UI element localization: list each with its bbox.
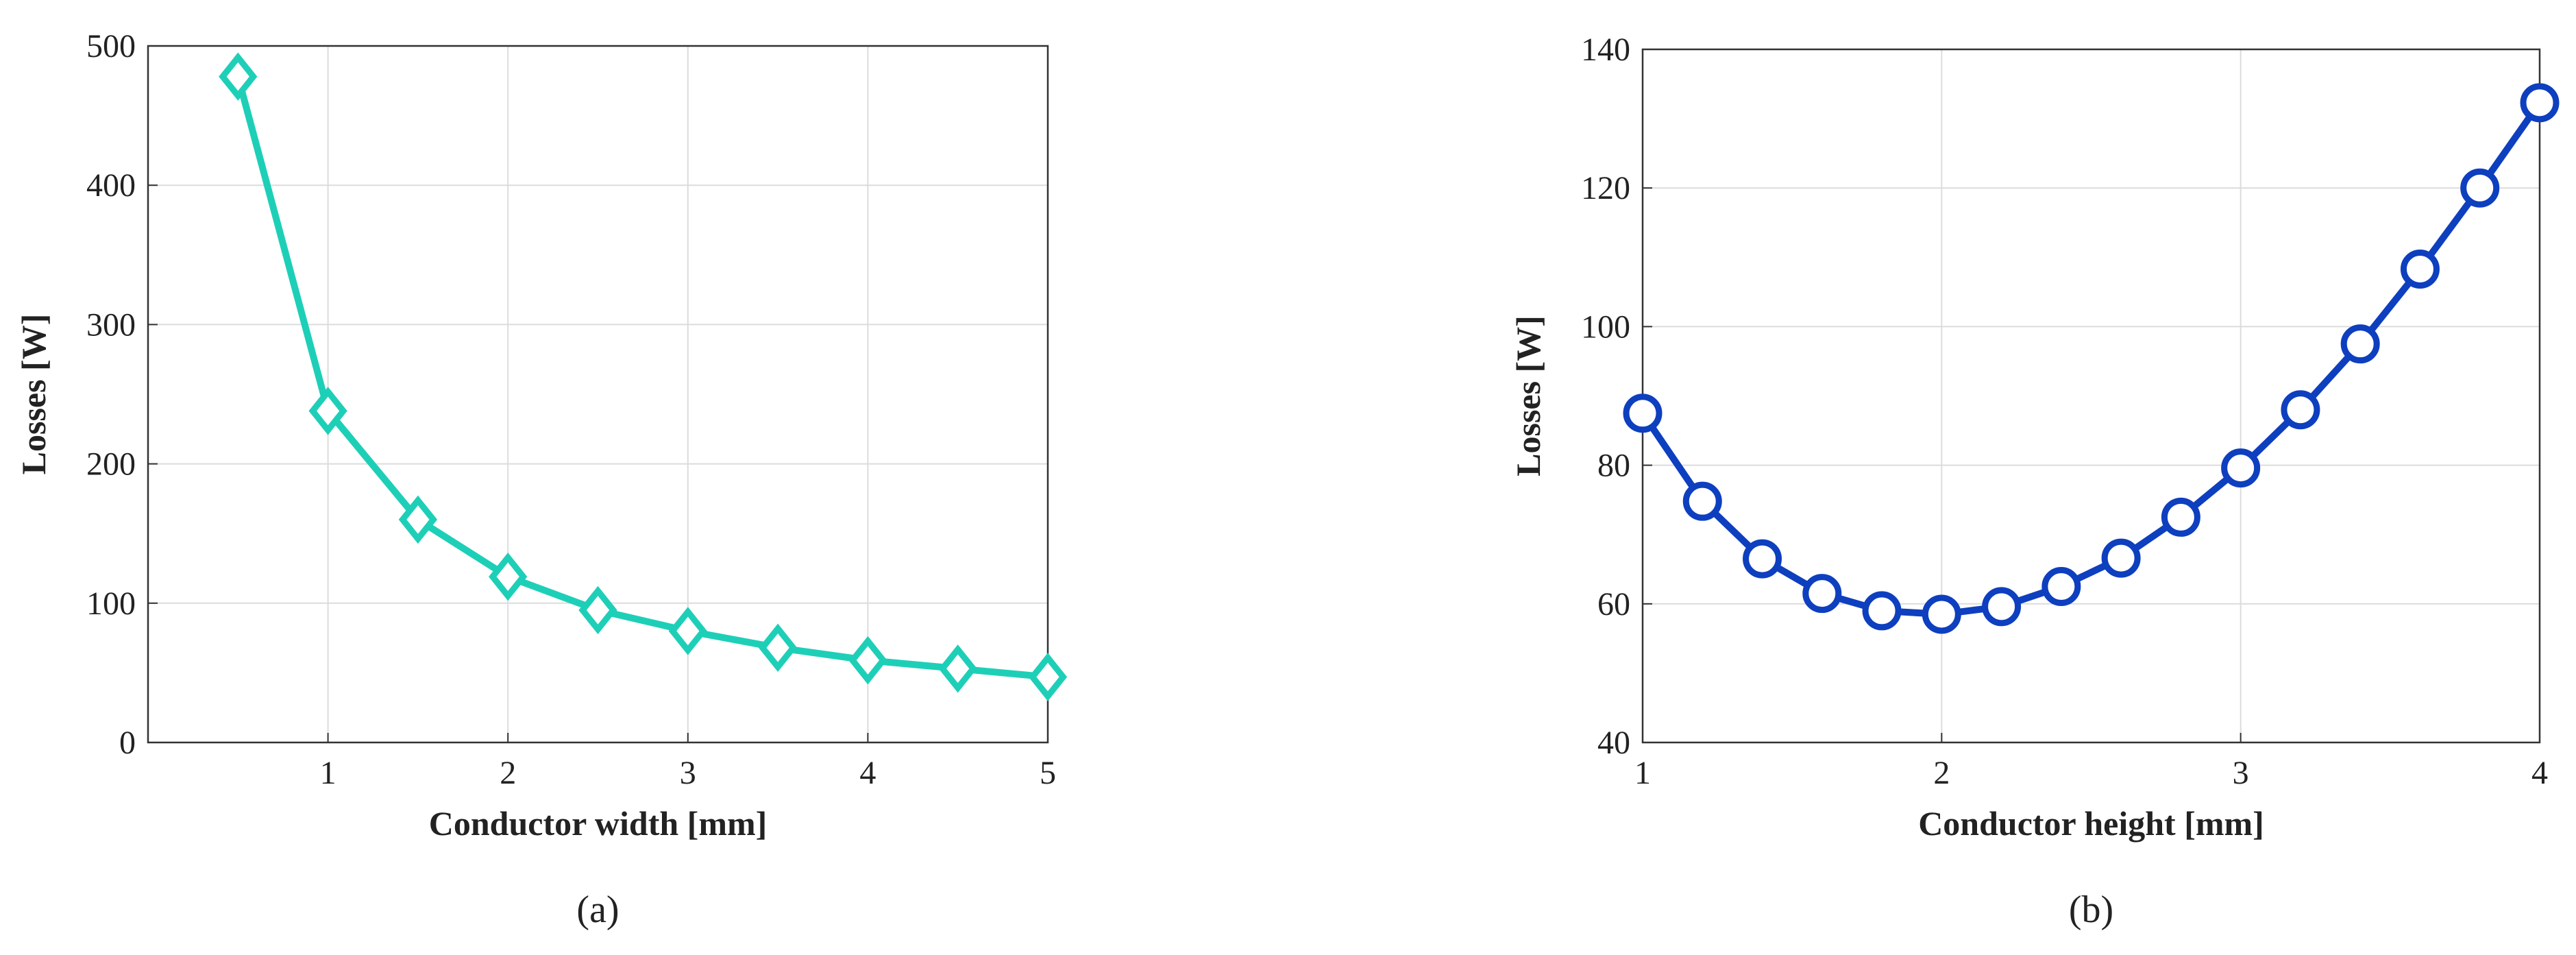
marker — [1682, 481, 1722, 521]
y-tick-label: 200 — [86, 446, 136, 483]
marker — [1743, 539, 1782, 579]
y-tick-label: 140 — [1581, 32, 1630, 68]
x-tick-label: 2 — [1933, 755, 1950, 791]
x-tick-label: 1 — [320, 755, 336, 791]
marker — [1862, 591, 1902, 631]
marker — [308, 387, 347, 435]
x-tick-label: 3 — [2233, 755, 2249, 791]
marker — [578, 585, 617, 635]
y-tick-label: 0 — [119, 725, 136, 761]
marker — [2041, 567, 2081, 607]
marker — [668, 607, 707, 655]
x-tick-label: 2 — [500, 755, 516, 791]
marker — [2400, 249, 2440, 289]
marker — [2101, 538, 2141, 578]
marker — [398, 495, 438, 544]
marker — [2281, 390, 2320, 430]
marker — [219, 52, 258, 101]
x-tick-label: 4 — [2531, 755, 2548, 791]
marker — [1922, 594, 1961, 634]
marker — [938, 644, 977, 693]
marker — [1802, 574, 1842, 614]
plot: 40 60 80 100 120 140 1 2 3 4 Conductor height [mm]… — [1509, 32, 2560, 931]
marker — [848, 636, 887, 685]
caption: (b) — [2069, 888, 2113, 931]
x-axis-label: Conductor width [mm] — [429, 804, 768, 843]
y-tick-label: 120 — [1581, 170, 1630, 206]
marker — [1028, 653, 1068, 701]
y-tick-label: 100 — [1581, 309, 1630, 345]
marker — [1623, 394, 1663, 433]
marker — [489, 552, 528, 601]
marker — [2340, 324, 2380, 364]
data-line — [234, 75, 1048, 681]
x-tick-label: 3 — [680, 755, 696, 791]
y-axis-label: Losses [W] — [1509, 315, 1547, 476]
y-tick-label: 500 — [86, 28, 136, 64]
y-tick-label: 60 — [1597, 586, 1630, 622]
marker — [2221, 448, 2261, 488]
y-tick-label: 40 — [1597, 725, 1630, 761]
plot: 0 100 200 300 400 500 1 2 3 4 5 Conductor width [mm… — [14, 28, 1068, 931]
y-tick-label: 300 — [86, 306, 136, 343]
marker — [2460, 168, 2500, 208]
y-tick-label: 80 — [1597, 448, 1630, 484]
marker — [2520, 83, 2560, 123]
y-axis-label: Losses [W] — [14, 314, 53, 475]
marker — [758, 623, 798, 673]
x-tick-label: 1 — [1634, 755, 1651, 791]
data-line — [1639, 100, 2543, 618]
marker — [1982, 587, 2022, 627]
y-tick-label: 100 — [86, 585, 136, 622]
marker — [2161, 497, 2200, 537]
y-tick-label: 400 — [86, 167, 136, 204]
x-axis-label: Conductor height [mm] — [1918, 804, 2264, 843]
x-tick-label: 4 — [859, 755, 876, 791]
x-tick-label: 5 — [1040, 755, 1056, 791]
axes-box — [1641, 48, 2541, 744]
caption: (a) — [576, 888, 619, 931]
axes-box — [147, 45, 1049, 744]
